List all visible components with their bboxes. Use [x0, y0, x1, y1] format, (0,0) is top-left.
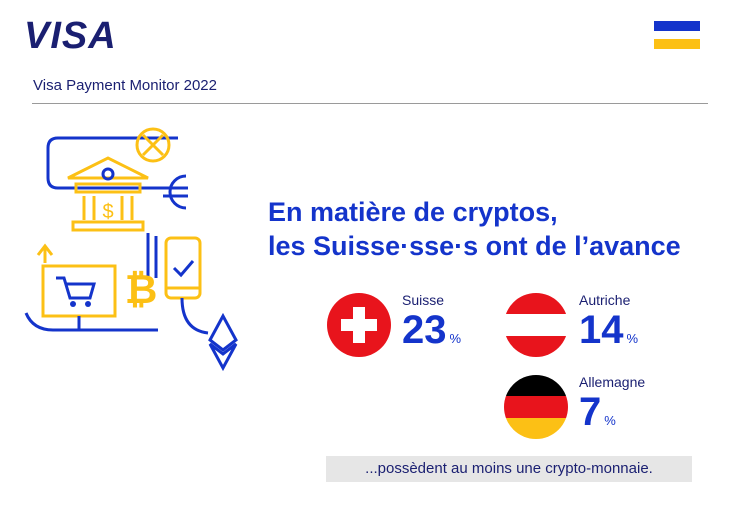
stat-switzerland: Suisse 23% — [326, 292, 506, 362]
germany-flag-icon — [504, 375, 568, 439]
austria-flag-icon — [504, 293, 568, 357]
visa-logo: VISA — [24, 15, 117, 57]
cart-icon — [41, 264, 117, 318]
no-currency-icon — [135, 127, 171, 163]
stat-germany: Allemagne 7% — [503, 374, 683, 444]
svg-text:$: $ — [102, 201, 113, 223]
percentage-value: 7% — [579, 390, 616, 434]
footnote: ...possèdent au moins une crypto-monnaie… — [326, 456, 692, 482]
bitcoin-icon: ₿ — [125, 268, 158, 312]
swiss-flag-icon — [327, 293, 391, 357]
phone-check-icon — [164, 236, 202, 300]
stand-line — [24, 312, 158, 332]
crypto-illustration: $ ₿ — [24, 127, 238, 372]
stat-austria: Autriche 14% — [503, 292, 683, 362]
brand-stripe-yellow — [654, 39, 700, 49]
percentage-value: 23% — [402, 308, 462, 352]
header-divider — [32, 103, 708, 104]
headline: En matière de cryptos, les Suisse·sse·s … — [268, 195, 681, 263]
bank-icon: $ — [67, 156, 149, 232]
headline-line-1: En matière de cryptos, — [268, 197, 558, 227]
ethereum-icon — [208, 312, 238, 372]
report-title: Visa Payment Monitor 2022 — [33, 77, 217, 94]
arrow-up-icon — [36, 243, 54, 263]
country-label: Autriche — [579, 292, 631, 308]
brand-stripe-blue — [654, 21, 700, 31]
headline-line-2: les Suisse·sse·s ont de l’avance — [268, 231, 681, 261]
country-label: Allemagne — [579, 374, 646, 390]
percentage-value: 14% — [579, 308, 639, 352]
country-label: Suisse — [402, 292, 445, 308]
euro-icon — [163, 174, 188, 210]
card-outline-icon — [46, 136, 188, 190]
